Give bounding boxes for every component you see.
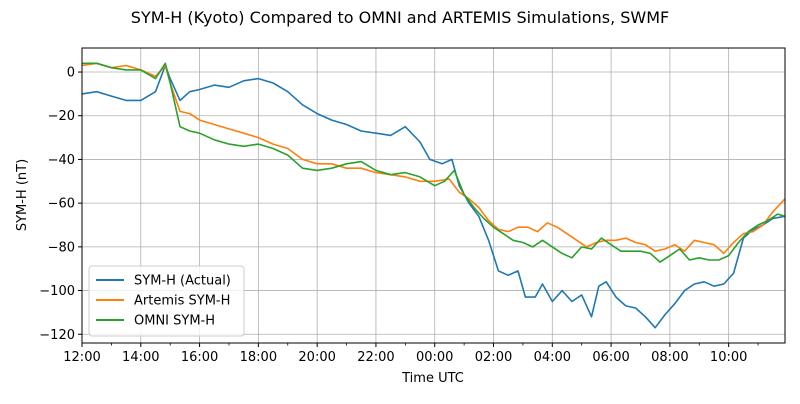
x-tick-label: 16:00: [181, 350, 218, 365]
legend-box: [88, 265, 245, 337]
legend-label: Artemis SYM-H: [134, 294, 230, 309]
x-tick-label: 18:00: [240, 350, 277, 365]
legend-label: SYM-H (Actual): [134, 274, 231, 289]
x-axis-label: Time UTC: [401, 371, 464, 386]
y-tick-label: −40: [48, 153, 75, 168]
x-tick-label: 04:00: [534, 350, 571, 365]
x-tick-label: 02:00: [475, 350, 512, 365]
chart-title: SYM-H (Kyoto) Compared to OMNI and ARTEM…: [131, 8, 669, 27]
series-line-2: [81, 62, 786, 255]
series-line-3: [82, 62, 786, 263]
legend: SYM-H (Actual) Artemis SYM-H OMNI SYM-H: [88, 265, 245, 337]
legend-label: OMNI SYM-H: [134, 314, 215, 329]
legend-items: SYM-H (Actual) Artemis SYM-H OMNI SYM-H: [96, 274, 231, 329]
x-tick-label: 22:00: [357, 350, 394, 365]
x-tick-label: 08:00: [651, 350, 688, 365]
series-layer: [81, 62, 786, 329]
y-tick-label: −100: [39, 284, 75, 299]
y-tick-label: −120: [39, 328, 75, 343]
x-tick-label: 06:00: [592, 350, 629, 365]
x-tick-label: 10:00: [710, 350, 747, 365]
plot-frame: [81, 47, 786, 344]
y-tick-label: −60: [48, 197, 75, 212]
series-line-1: [81, 64, 786, 329]
x-tick-label: 12:00: [63, 350, 100, 365]
x-tick-label: 00:00: [416, 350, 453, 365]
y-axis-label: SYM-H (nT): [15, 159, 30, 231]
y-tick-label: −80: [48, 240, 75, 255]
x-tick-label: 14:00: [122, 350, 159, 365]
grid: [81, 48, 785, 343]
axes: 12:00 14:00 16:00 18:00 20:00 22:00 00:00 02:00…: [39, 66, 759, 365]
y-tick-label: 0: [67, 66, 75, 81]
x-tick-label: 20:00: [298, 350, 335, 365]
y-tick-label: −20: [48, 109, 75, 124]
